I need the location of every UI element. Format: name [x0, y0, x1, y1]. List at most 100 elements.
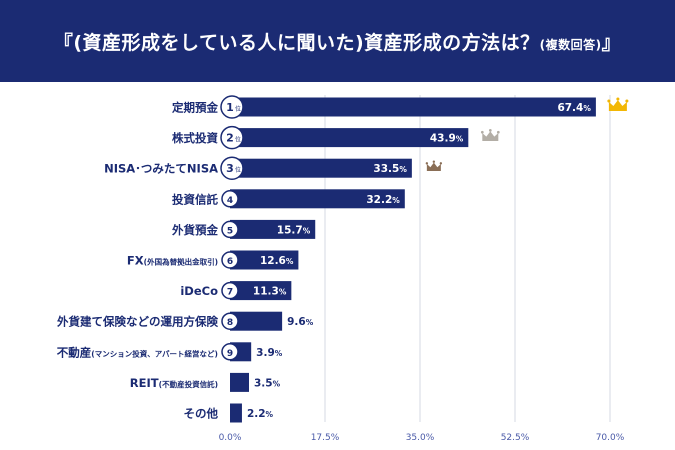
category-label: 投資信託 — [172, 192, 218, 206]
value-label: 9.6% — [287, 316, 314, 328]
value-unit: % — [583, 104, 591, 113]
crown-jewel — [432, 160, 436, 163]
rank-suffix: 位 — [235, 105, 241, 113]
rank-badge — [221, 251, 239, 269]
chart-title-sub: (複数回答) — [539, 37, 602, 52]
category-label: FX(外国為替拠出金取引) — [127, 254, 218, 268]
category-label-main: その他 — [184, 407, 219, 421]
crown-icon — [607, 97, 629, 111]
value-label: 43.9% — [430, 133, 464, 145]
crown-icon — [425, 160, 443, 172]
value-label: 12.6% — [260, 255, 294, 267]
value-label: 3.5% — [254, 377, 281, 389]
bar — [230, 97, 596, 117]
bar-row: 不動産(マンション投資、アパート経営など) 9 3.9% — [57, 342, 283, 362]
category-label-main: 外貨預金 — [171, 223, 218, 237]
value-label: 33.5% — [373, 163, 407, 175]
rank-badge — [221, 312, 239, 330]
crown-jewel — [425, 162, 429, 165]
value-unit: % — [266, 410, 274, 419]
rank-number: 1 — [226, 101, 234, 114]
value-number: 12.6 — [260, 255, 286, 267]
bar-row: 定期預金 1 位 67.4% — [172, 95, 596, 119]
crown-jewel — [607, 99, 611, 103]
category-label: NISA･つみたてNISA — [104, 162, 218, 176]
bar — [230, 403, 242, 423]
value-label: 32.2% — [366, 194, 400, 206]
value-number: 33.5 — [373, 163, 399, 175]
value-number: 3.5 — [254, 377, 273, 389]
value-unit: % — [306, 318, 314, 327]
value-number: 32.2 — [366, 194, 392, 206]
bar-row: iDeCo 7 11.3% — [180, 281, 292, 301]
bar — [230, 219, 316, 239]
category-label-note: (不動産投資信託) — [159, 379, 218, 389]
value-unit: % — [303, 226, 311, 235]
title-banner: 『(資産形成をしている人に聞いた)資産形成の方法は？(複数回答)』 — [0, 0, 675, 82]
rank-number: 3 — [226, 162, 234, 175]
value-number: 43.9 — [430, 133, 456, 145]
category-label-main: NISA･つみたてNISA — [104, 162, 218, 176]
value-unit: % — [399, 165, 407, 174]
value-number: 11.3 — [253, 286, 279, 298]
value-unit: % — [456, 135, 464, 144]
category-label-main: REIT — [130, 376, 159, 390]
category-label-note: (外国為替拠出金取引) — [144, 257, 218, 267]
category-label-main: 投資信託 — [172, 192, 218, 206]
chart-title: 『(資産形成をしている人に聞いた)資産形成の方法は？(複数回答)』 — [54, 28, 621, 55]
bar — [230, 311, 283, 331]
rank-badge — [220, 125, 244, 150]
bar-row: 株式投資 2 位 43.9% — [172, 125, 469, 150]
value-unit: % — [275, 349, 283, 358]
value-label: 15.7% — [277, 224, 311, 236]
x-tick-label: 17.5% — [311, 433, 340, 443]
category-label: REIT(不動産投資信託) — [130, 376, 218, 390]
bar — [230, 372, 249, 392]
bar-row: その他 2.2% — [184, 403, 274, 423]
rank-badge — [220, 95, 244, 119]
rank-badge — [221, 220, 239, 239]
chart-title-end: 』 — [601, 31, 622, 54]
value-unit: % — [279, 288, 287, 297]
bar — [230, 281, 292, 301]
x-tick-label: 0.0% — [219, 433, 242, 443]
category-label: 外貨預金 — [171, 223, 218, 237]
rank-number: 8 — [227, 318, 233, 328]
category-label: その他 — [184, 407, 219, 421]
rank-suffix: 位 — [235, 136, 241, 144]
value-label: 11.3% — [253, 286, 287, 298]
bar-row: 外貨預金 5 15.7% — [171, 219, 316, 239]
crown-jewel — [488, 129, 492, 132]
bar-row: NISA･つみたてNISA 3 位 33.5% — [104, 156, 412, 180]
value-number: 9.6 — [287, 316, 306, 328]
bar — [230, 158, 412, 178]
rank-badge — [220, 156, 244, 180]
value-number: 3.9 — [256, 347, 275, 359]
bar-row: FX(外国為替拠出金取引) 6 12.6% — [127, 250, 299, 270]
value-number: 15.7 — [277, 224, 303, 236]
category-label: 外貨建て保険などの運用方保険 — [56, 315, 218, 329]
category-label: iDeCo — [180, 284, 218, 298]
value-unit: % — [273, 379, 281, 388]
category-label: 不動産(マンション投資、アパート経営など) — [57, 345, 218, 359]
rank-badge — [221, 343, 239, 361]
rank-number: 4 — [227, 196, 233, 206]
bar-row: 投資信託 4 32.2% — [172, 189, 405, 209]
bar — [230, 189, 405, 209]
value-unit: % — [286, 257, 294, 266]
value-label: 2.2% — [247, 408, 274, 420]
x-tick-label: 70.0% — [596, 433, 625, 443]
category-label-main: 定期預金 — [172, 101, 218, 115]
category-label-main: iDeCo — [180, 284, 218, 298]
crown-body — [482, 131, 499, 141]
crown-jewel — [496, 130, 500, 134]
crown-jewel — [625, 99, 629, 103]
rank-number: 7 — [227, 288, 233, 298]
category-label: 株式投資 — [172, 131, 218, 145]
category-label-main: 不動産 — [57, 345, 92, 359]
category-label-main: FX — [127, 254, 144, 268]
value-label: 67.4% — [557, 102, 591, 114]
category-label-note: (マンション投資、アパート経営など) — [91, 348, 218, 358]
crown-body — [426, 162, 441, 172]
